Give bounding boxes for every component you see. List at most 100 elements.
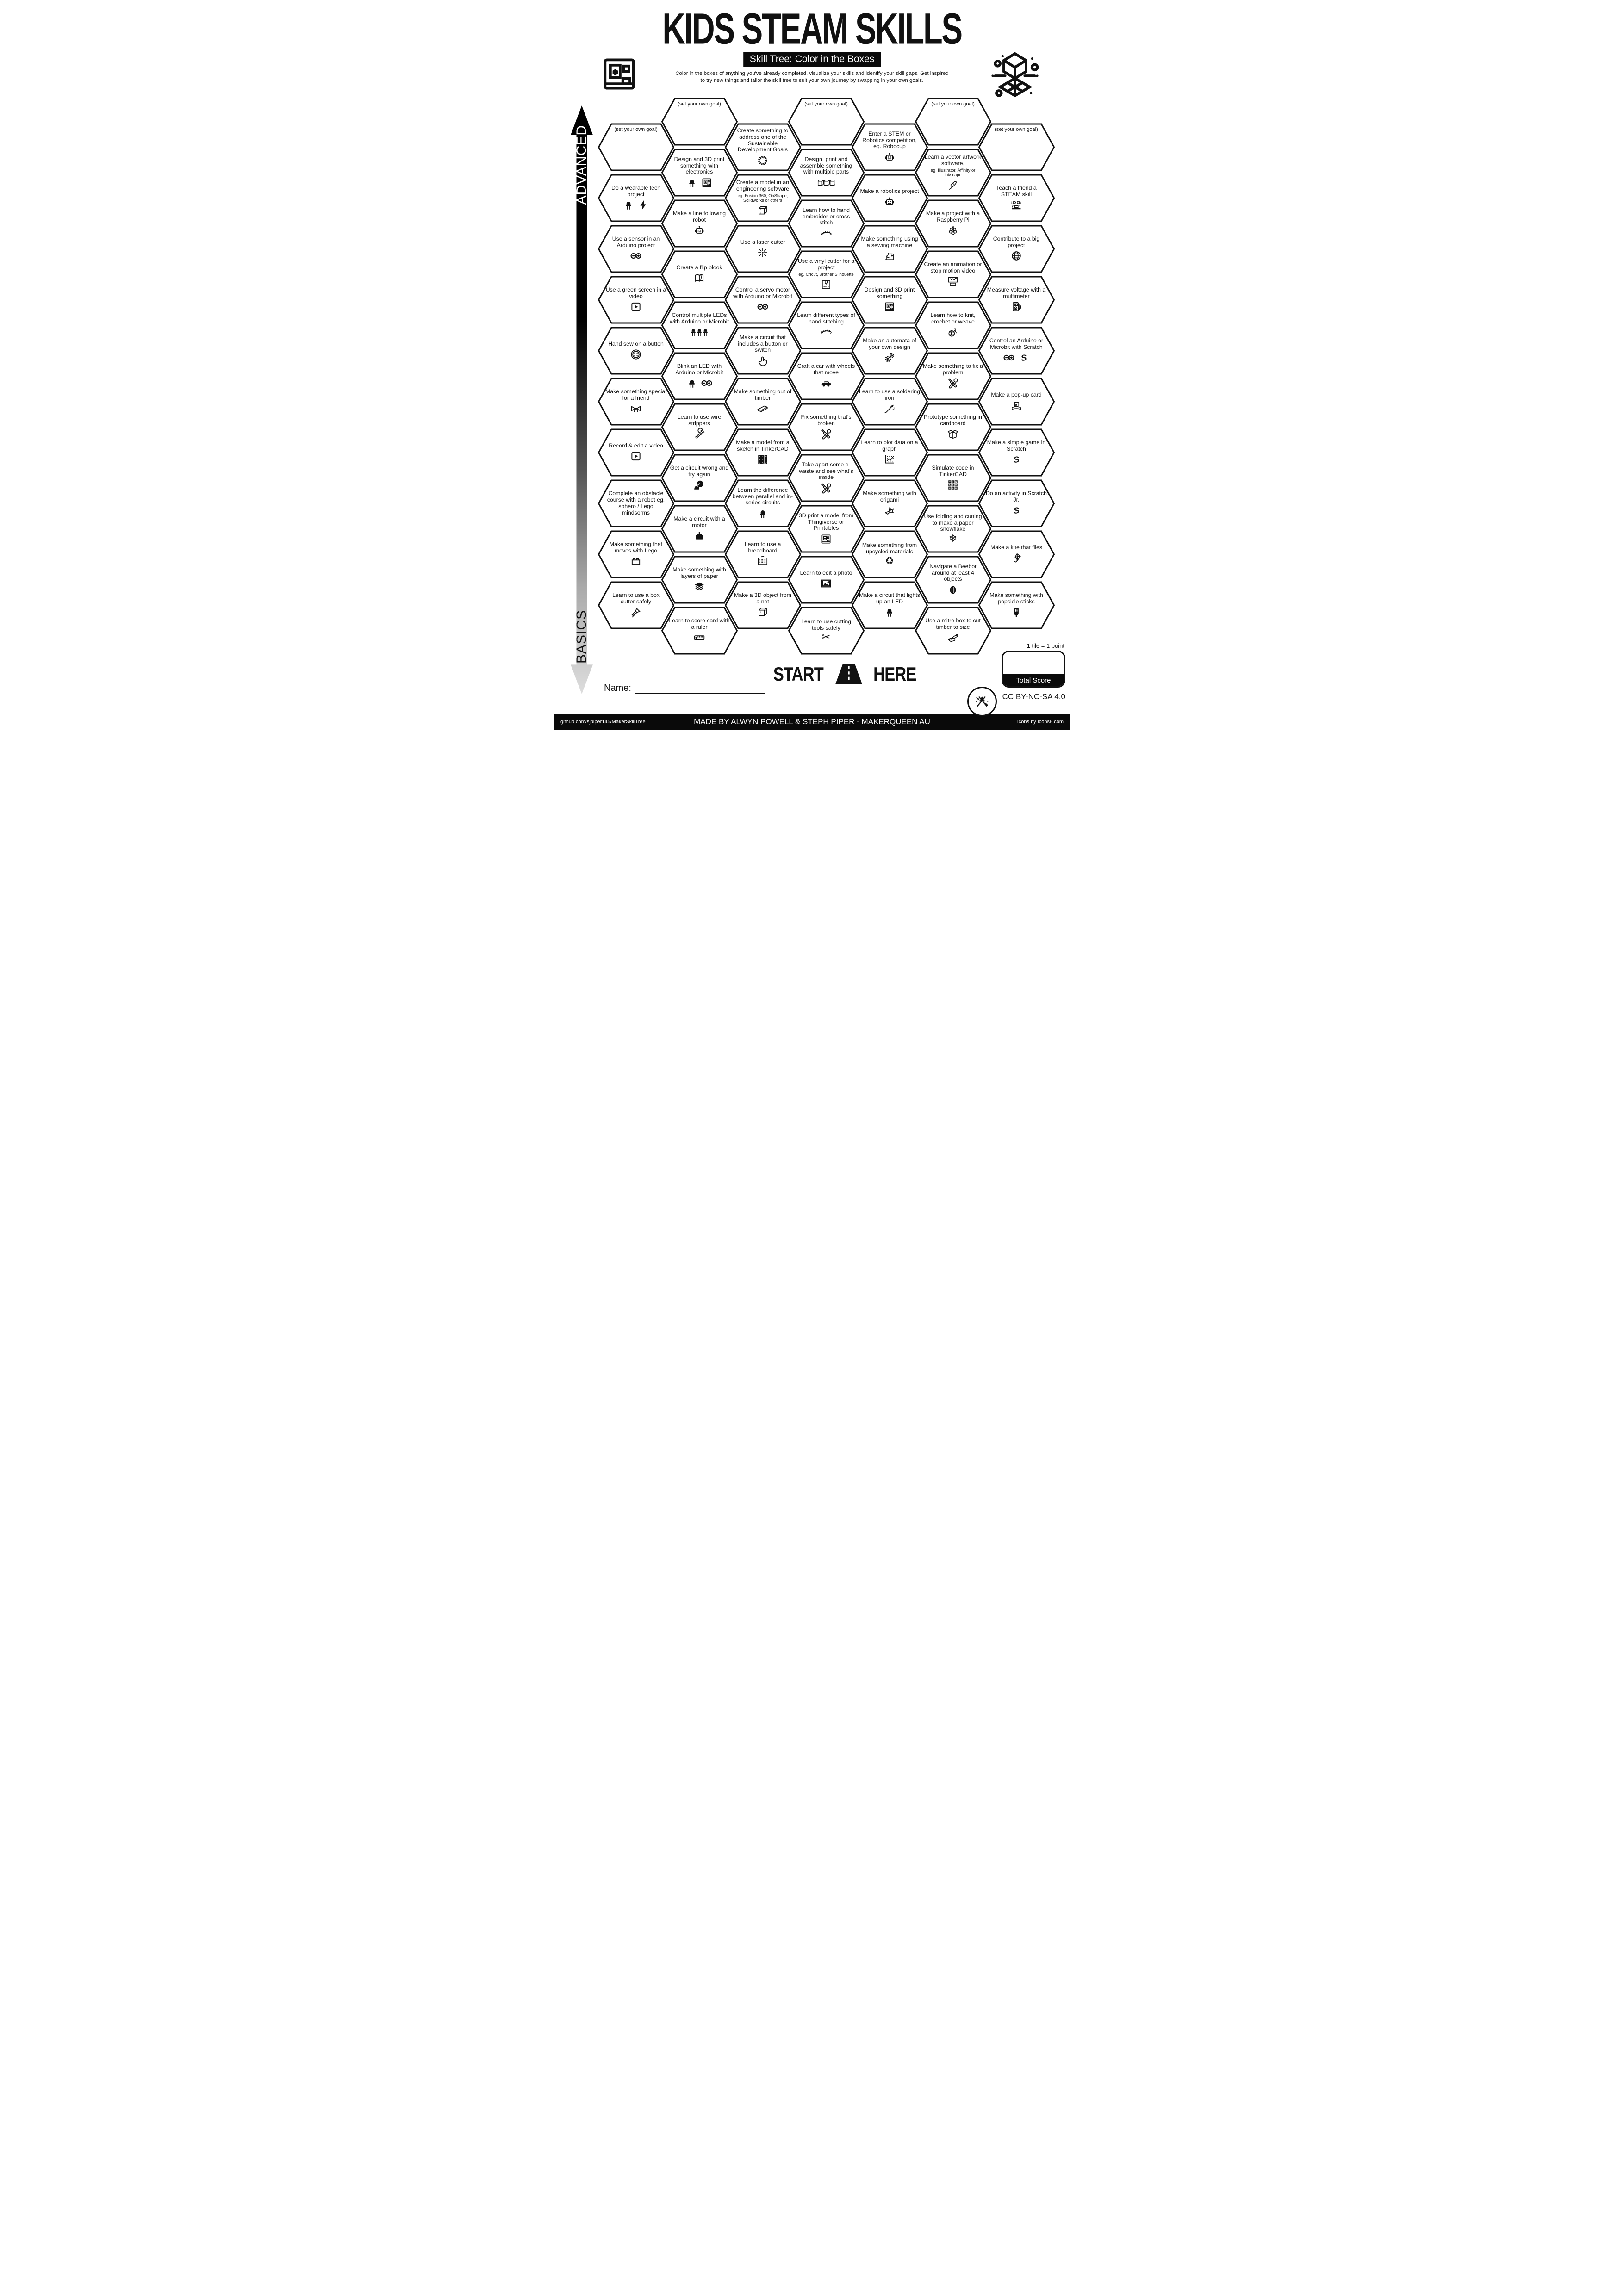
skill-tile[interactable]: Make a line following robot [661,199,738,248]
skill-tile[interactable]: Take apart some e-waste and see what's i… [788,454,865,502]
goal-tile[interactable]: (set your own goal) [661,98,738,146]
skill-tile[interactable]: Use folding and cutting to make a paper … [915,505,991,553]
skill-tile[interactable]: Learn the difference between parallel an… [724,479,801,527]
skill-tile[interactable]: Create an animation or stop motion video [915,250,991,298]
tools-icon [947,377,959,389]
skill-tile[interactable]: Make something to fix a problem [915,352,991,400]
skill-tile[interactable]: Teach a friend a STEAM skill [978,174,1055,222]
skill-tile[interactable]: Make a project with a Raspberry Pi [915,199,991,248]
skill-tile[interactable]: Do an activity in Scratch Jr. [978,479,1055,527]
skill-tile[interactable]: Control an Arduino or Microbit with Scra… [978,327,1055,375]
skill-tile[interactable]: Measure voltage with a multimeter [978,276,1055,324]
skill-tile[interactable]: Make a robotics project [851,174,928,222]
skill-tile[interactable]: Learn to use a breadboard [724,530,801,578]
skill-tile[interactable]: Learn to use a soldering iron [851,378,928,426]
skill-tile[interactable]: Control a servo motor with Arduino or Mi… [724,276,801,324]
skill-tile[interactable]: Make something with origami [851,479,928,527]
skill-tile[interactable]: Use a green screen in a video [597,276,674,324]
skill-tile[interactable]: Control multiple LEDs with Arduino or Mi… [661,301,738,349]
skill-tile[interactable]: Make a kite that flies [978,530,1055,578]
skill-tile[interactable]: Make a circuit with a motor [661,505,738,553]
recycle-icon: ♻ [885,555,894,567]
skill-tile[interactable]: Make a circuit that lights up an LED [851,581,928,629]
skill-tile[interactable]: Learn a vector artwork software, eg. Illu… [915,149,991,197]
breadboard-icon [757,555,769,567]
skill-tile[interactable]: Create a flip blook [661,250,738,298]
skill-tile[interactable]: Enter a STEM or Robotics competition, eg… [851,123,928,171]
skill-tile[interactable]: Hand sew on a button [597,327,674,375]
skill-tile[interactable]: Learn to use cutting tools safely ✂ [788,607,865,655]
goal-tile[interactable]: (set your own goal) [788,98,865,146]
skill-tile[interactable]: Get a circuit wrong and try again [661,454,738,502]
skill-tile[interactable]: Do a wearable tech project [597,174,674,222]
tile-icons [686,177,713,189]
skill-tile[interactable]: Learn how to hand embroider or cross sti… [788,199,865,248]
skill-tile[interactable]: Learn different types of hand stitching [788,301,865,349]
skill-tile[interactable]: Use a vinyl cutter for a project eg. Cric… [788,250,865,298]
footer-github-url: github.com/sjpiper145/MakerSkillTree [560,719,646,725]
skill-tile[interactable]: Make an automata of your own design [851,327,928,375]
skill-tile[interactable]: Learn to score card with a ruler [661,607,738,655]
skill-tile[interactable]: Make something out of timber [724,378,801,426]
tile-label: Prototype something in cardboard [924,413,982,427]
goal-tile[interactable]: (set your own goal) [978,123,1055,171]
skill-tile[interactable]: Make a model from a sketch in TinkerCAD [724,428,801,477]
skill-tile[interactable]: Make something from upcycled materials ♻ [851,530,928,578]
video-icon [630,301,642,313]
tile-icons [947,326,959,338]
tile-icons [622,199,649,211]
tile-label: Enter a STEM or Robotics competition, eg… [862,130,917,150]
skill-tile[interactable]: Make a circuit that includes a button or… [724,327,801,375]
skill-tile[interactable]: Create a model in an engineering softwar… [724,174,801,222]
skill-tile[interactable]: Fix something that's broken [788,403,865,451]
skill-tile[interactable]: Prototype something in cardboard [915,403,991,451]
goal-tile[interactable]: (set your own goal) [597,123,674,171]
skill-tile[interactable]: Learn to plot data on a graph [851,428,928,477]
skill-tile[interactable]: Use a mitre box to cut timber to size [915,607,991,655]
skill-tile[interactable]: Craft a car with wheels that move [788,352,865,400]
skill-tile[interactable]: Blink an LED with Arduino or Microbit [661,352,738,400]
skill-tile[interactable]: Learn to use wire strippers [661,403,738,451]
skill-tile[interactable]: Make something that moves with Lego [597,530,674,578]
skill-tile[interactable]: Contribute to a big project [978,225,1055,273]
skill-tile[interactable]: Record & edit a video [597,428,674,477]
tile-label: Learn to edit a photo [800,569,852,576]
led-icon [757,508,769,520]
skill-tile[interactable]: Design and 3D print something [851,276,928,324]
tile-label: Make something out of timber [734,388,792,401]
skill-tile[interactable]: Make something using a sewing machine [851,225,928,273]
skill-tile[interactable]: Make something with layers of paper [661,556,738,604]
skill-tile[interactable]: Make something with popsicle sticks [978,581,1055,629]
tile-label: Hand sew on a button [608,340,664,347]
tile-label: Design and 3D print something with elect… [674,155,725,175]
tile-icons [817,177,835,189]
skill-tile[interactable]: Use a sensor in an Arduino project [597,225,674,273]
photo-icon [820,577,832,590]
total-score-box[interactable]: Total Score [1002,651,1065,688]
skill-tile[interactable]: Complete an obstacle course with a robot… [597,479,674,527]
name-input-line[interactable] [635,683,765,694]
skill-tile[interactable]: Design, print and assemble something wit… [788,149,865,197]
skill-tile[interactable]: Make something special for a friend [597,378,674,426]
skill-tile[interactable]: Learn to use a box cutter safely [597,581,674,629]
skill-tile[interactable]: Make a pop-up card [978,378,1055,426]
skill-tile[interactable]: Design and 3D print something with elect… [661,149,738,197]
skill-tile[interactable]: Learn to edit a photo [788,556,865,604]
skill-tile[interactable]: Navigate a Beebot around at least 4 obje… [915,556,991,604]
skill-tile[interactable]: Make a 3D object from a net [724,581,801,629]
tile-icons [1010,552,1022,564]
led-icon [686,177,698,189]
skill-tile[interactable]: Learn how to knit, crochet or weave [915,301,991,349]
goal-tile[interactable]: (set your own goal) [915,98,991,146]
tile-label: Create an animation or stop motion video [924,261,982,274]
skill-tile[interactable]: Make a simple game in Scratch [978,428,1055,477]
vinyl-icon [820,279,832,291]
skill-tile[interactable]: Create something to address one of the S… [724,123,801,171]
soldering-icon [884,403,896,415]
skill-tile[interactable]: Use a laser cutter [724,225,801,273]
scissors-icon: ✂ [821,632,831,644]
skill-tile[interactable]: Simulate code in TinkerCAD [915,454,991,502]
skill-tile[interactable]: 3D print a model from Thingiverse or Pri… [788,505,865,553]
yarn-icon [947,326,959,338]
tile-icons [884,504,896,516]
